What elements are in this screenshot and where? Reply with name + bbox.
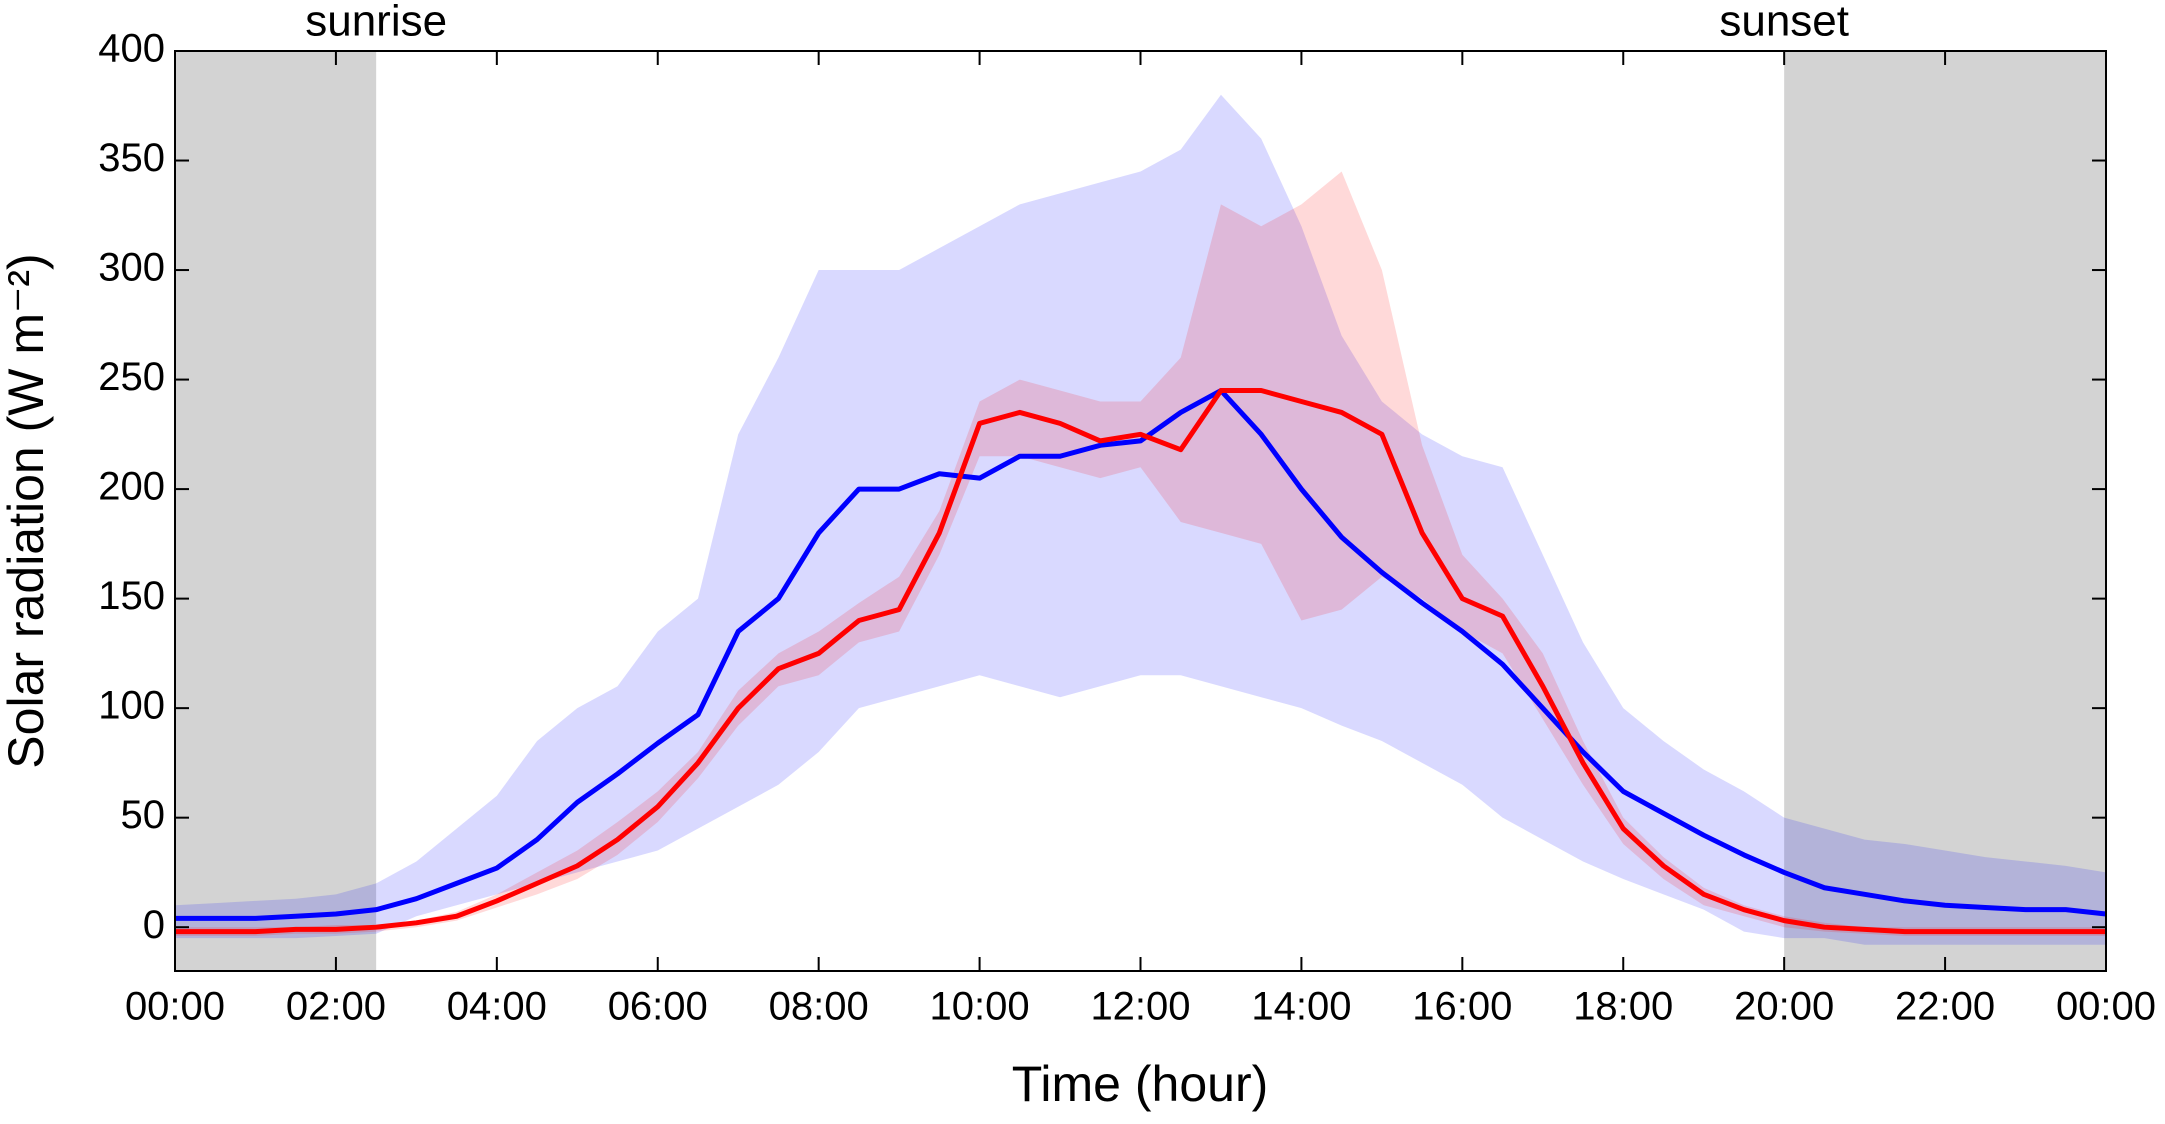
annotation: sunset	[1719, 0, 1849, 46]
x-tick-label: 12:00	[1090, 985, 1190, 1029]
y-tick-label: 200	[98, 465, 165, 509]
y-tick-label: 0	[143, 903, 165, 947]
x-tick-label: 14:00	[1251, 985, 1351, 1029]
y-tick-label: 50	[121, 793, 166, 837]
x-tick-label: 16:00	[1412, 985, 1512, 1029]
x-tick-label: 04:00	[447, 985, 547, 1029]
x-tick-label: 10:00	[930, 985, 1030, 1029]
x-tick-label: 06:00	[608, 985, 708, 1029]
y-tick-label: 400	[98, 27, 165, 71]
mean-line	[175, 388, 2106, 935]
x-tick-label: 22:00	[1895, 985, 1995, 1029]
mean-line	[175, 388, 2107, 921]
confidence-band	[175, 94, 2106, 945]
x-tick-label: 00:00	[2056, 985, 2156, 1029]
x-axis-label: Time (hour)	[1012, 1056, 1269, 1112]
y-tick-label: 100	[98, 684, 165, 728]
annotation: sunrise	[305, 0, 447, 46]
y-tick-label: 350	[98, 136, 165, 180]
y-tick-label: 250	[98, 355, 165, 399]
x-tick-label: 02:00	[286, 985, 386, 1029]
x-tick-label: 18:00	[1573, 985, 1673, 1029]
shaded-region	[175, 51, 377, 971]
x-tick-label: 20:00	[1734, 985, 1834, 1029]
y-tick-label: 150	[98, 574, 165, 618]
shaded-region	[1784, 51, 2106, 971]
y-axis-label: Solar radiation (W m⁻²)	[0, 253, 54, 768]
y-tick-label: 300	[98, 246, 165, 290]
x-tick-label: 00:00	[125, 985, 225, 1029]
x-tick-label: 08:00	[769, 985, 869, 1029]
